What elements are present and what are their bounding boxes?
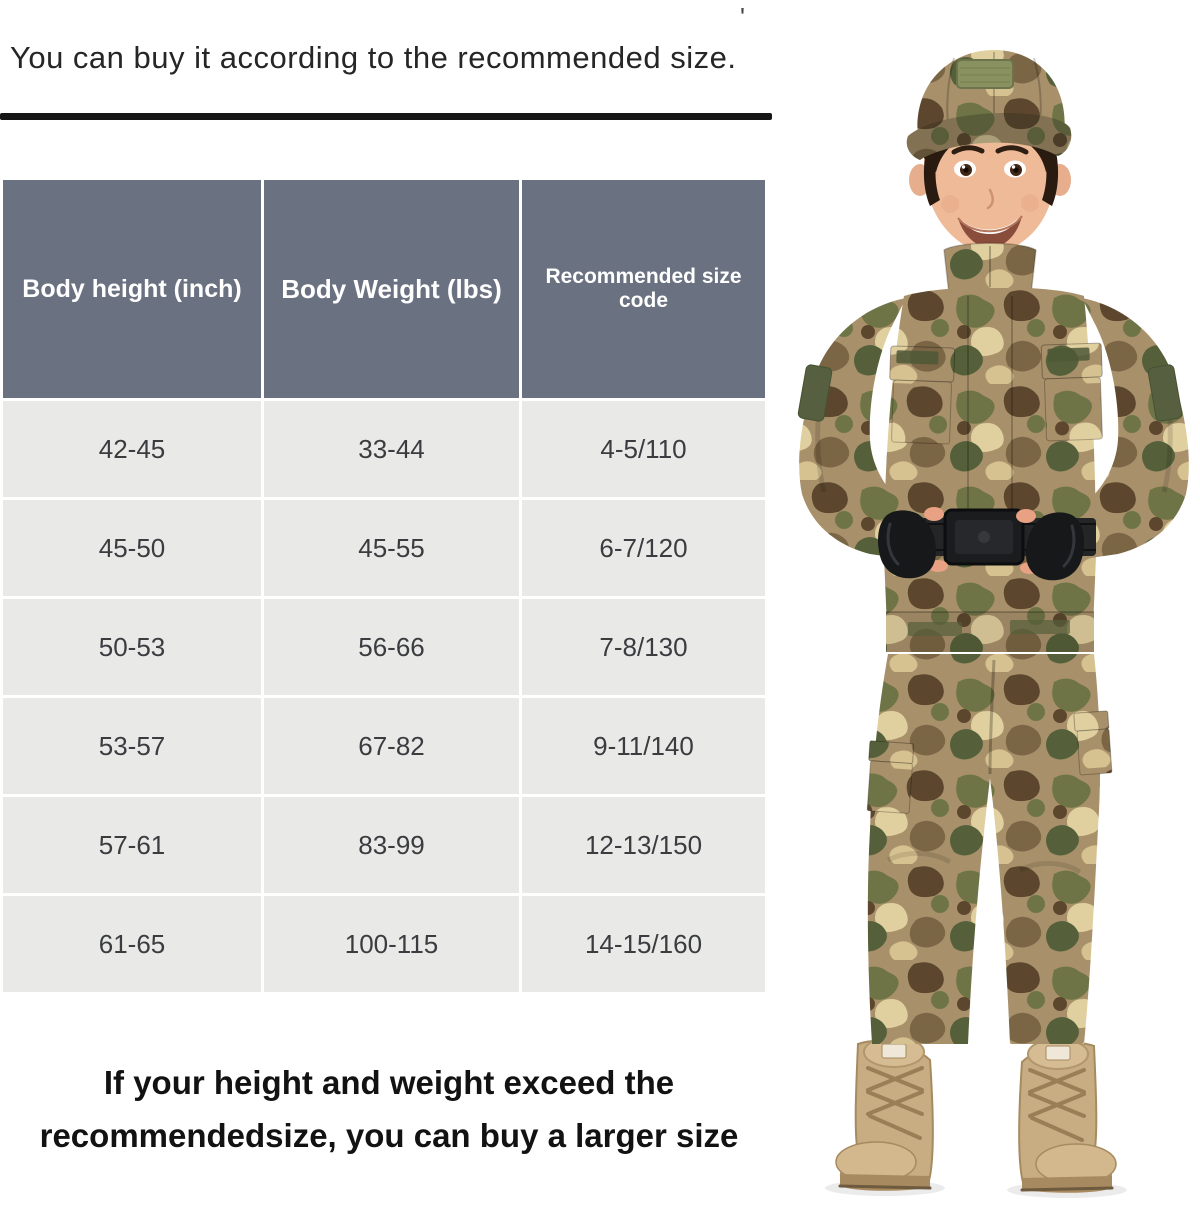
left-glove [878,510,936,579]
cap-brim [906,113,1072,160]
table-cell: 6-7/120 [522,500,765,596]
right-glove [1026,512,1084,581]
footer-note: If your height and weight exceed the rec… [0,1056,778,1163]
table-cell: 50-53 [3,599,261,695]
cargo-pocket-right [1073,710,1113,776]
left-arm-patch [797,364,833,422]
cap-velcro-patch [956,59,1014,89]
table-header-size-code: Recommended size code [522,180,765,398]
chest-pocket-left [889,345,956,445]
fingerless-gloves [878,507,1084,581]
table-cell: 33-44 [264,401,519,497]
table-cell: 12-13/150 [522,797,765,893]
table-cell: 83-99 [264,797,519,893]
table-cell: 7-8/130 [522,599,765,695]
storm-flap [968,296,1012,518]
table-cell: 14-15/160 [522,896,765,992]
table-cell: 4-5/110 [522,401,765,497]
right-arm-patch [1147,364,1183,422]
title-divider [0,113,772,120]
size-chart-table: Body height (inch) Body Weight (lbs) Rec… [3,180,765,992]
jacket-right-sleeve [1069,298,1189,560]
table-cell: 56-66 [264,599,519,695]
product-photo [758,0,1200,1200]
table-cell: 100-115 [264,896,519,992]
table-cell: 45-55 [264,500,519,596]
camo-jacket [797,242,1189,652]
footer-note-line1: If your height and weight exceed the [103,1064,675,1101]
table-cell: 9-11/140 [522,698,765,794]
cargo-pocket-left [866,740,915,814]
boy-in-camo-uniform-photo [797,50,1189,1198]
stray-mark: ' [740,2,745,32]
belt [884,508,1096,566]
table-cell: 45-50 [3,500,261,596]
table-cell: 53-57 [3,698,261,794]
jacket-left-sleeve [799,298,919,560]
camo-cap [906,50,1072,160]
footer-note-line2: recommendedsize, you can buy a larger si… [39,1117,739,1155]
combat-boots [835,1036,1117,1193]
face-features [941,145,1039,248]
table-header-body-height: Body height (inch) [3,180,261,398]
table-cell: 57-61 [3,797,261,893]
chest-pocket-right [1040,342,1103,442]
table-header-body-weight: Body Weight (lbs) [264,180,519,398]
camo-pants [866,654,1113,1044]
page-title: You can buy it according to the recommen… [10,40,737,75]
table-cell: 67-82 [264,698,519,794]
table-cell: 42-45 [3,401,261,497]
table-cell: 61-65 [3,896,261,992]
